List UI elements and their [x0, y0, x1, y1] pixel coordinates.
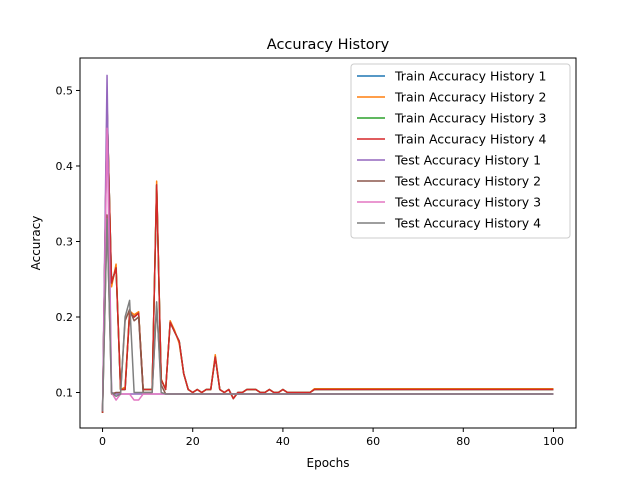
legend-label: Train Accuracy History 4 [394, 132, 546, 147]
legend-label: Test Accuracy History 1 [394, 153, 541, 168]
x-axis-label: Epochs [307, 456, 350, 470]
legend-label: Train Accuracy History 2 [394, 90, 546, 105]
series-line [101, 218, 554, 412]
x-tick-label: 80 [456, 435, 470, 448]
legend: Train Accuracy History 1 Train Accuracy H… [350, 63, 571, 239]
legend-label: Test Accuracy History 4 [394, 216, 541, 231]
y-tick-label: 0.4 [56, 160, 74, 173]
x-tick-label: 60 [366, 435, 380, 448]
x-tick-label: 20 [186, 435, 200, 448]
legend-label: Train Accuracy History 3 [394, 111, 546, 126]
x-tick-label: 0 [99, 435, 106, 448]
legend-label: Train Accuracy History 1 [394, 69, 546, 84]
series-line [101, 214, 554, 412]
chart-title: Accuracy History [267, 37, 390, 53]
plot-area-frame [79, 57, 577, 429]
y-axis-label: Accuracy [29, 216, 43, 271]
y-tick-label: 0.5 [56, 84, 74, 97]
y-tick-label: 0.3 [56, 235, 74, 248]
axis-ticks: 0 20 40 60 80 100 0.1 0.2 0.3 0.4 0.5 [56, 84, 564, 448]
series-line [101, 104, 554, 413]
legend-frame [350, 63, 571, 239]
plot-lines [101, 74, 554, 413]
x-tick-label: 40 [276, 435, 290, 448]
y-tick-label: 0.1 [56, 387, 74, 400]
legend-label: Test Accuracy History 2 [394, 174, 541, 189]
y-tick-label: 0.2 [56, 311, 74, 324]
x-tick-label: 100 [543, 435, 564, 448]
legend-label: Test Accuracy History 3 [394, 195, 541, 210]
